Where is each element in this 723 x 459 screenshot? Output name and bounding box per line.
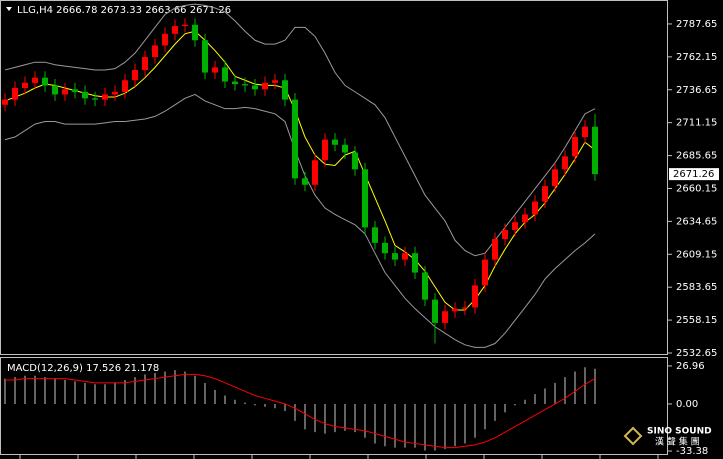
price-label-box bbox=[669, 168, 719, 181]
candle-body bbox=[412, 253, 418, 273]
watermark-subtitle: 漢 聲 集 團 bbox=[655, 436, 700, 448]
candle-body bbox=[62, 89, 68, 95]
candle-body bbox=[142, 57, 148, 70]
candle-body bbox=[382, 242, 388, 254]
candle-body bbox=[202, 40, 208, 73]
candle-body bbox=[342, 144, 348, 153]
candle-body bbox=[122, 80, 128, 92]
candle-body bbox=[152, 45, 158, 58]
candle-body bbox=[72, 89, 78, 92]
candle-body bbox=[182, 24, 188, 27]
candle-body bbox=[212, 67, 218, 73]
macd-title: MACD(12,26,9) 17.526 21.178 bbox=[7, 363, 159, 374]
candle-body bbox=[2, 99, 8, 105]
candle-body bbox=[422, 272, 428, 300]
candle-body bbox=[262, 82, 268, 90]
logo bbox=[623, 426, 643, 446]
candle-body bbox=[12, 88, 18, 100]
candle-body bbox=[552, 169, 558, 187]
y-tick-label: -33.38 bbox=[676, 446, 708, 457]
candle-body bbox=[172, 26, 178, 34]
candle-body bbox=[42, 77, 48, 86]
candle-body bbox=[232, 81, 238, 85]
candle-body bbox=[482, 259, 488, 286]
watermark-name: SINO SOUND bbox=[647, 427, 712, 437]
y-tick-label: 2532.65 bbox=[676, 348, 717, 359]
candle-body bbox=[392, 253, 398, 260]
candle-body bbox=[452, 308, 458, 312]
candle-body bbox=[532, 201, 538, 215]
candle-body bbox=[32, 77, 38, 83]
y-tick-label: 2711.15 bbox=[676, 118, 717, 129]
candle-body bbox=[82, 91, 88, 99]
y-tick-label: 2634.65 bbox=[676, 216, 717, 227]
candle-body bbox=[502, 229, 508, 239]
candle-body bbox=[432, 299, 438, 323]
candle-body bbox=[242, 84, 248, 86]
candle-body bbox=[512, 222, 518, 230]
candle-body bbox=[192, 24, 198, 41]
watermark: SINO SOUND 漢 聲 集 團 bbox=[623, 426, 712, 448]
y-tick-label: 2762.15 bbox=[676, 52, 717, 63]
candle-body bbox=[222, 67, 228, 82]
candle-body bbox=[442, 311, 448, 323]
candle-body bbox=[352, 152, 358, 170]
price-label: 2671.26 bbox=[673, 169, 714, 180]
candle-body bbox=[252, 85, 258, 90]
candle-body bbox=[462, 307, 468, 309]
y-tick-label: 0.00 bbox=[676, 399, 698, 410]
signal-line bbox=[5, 373, 596, 449]
candle-body bbox=[272, 80, 278, 83]
candle-body bbox=[582, 126, 588, 138]
candle-body bbox=[592, 126, 598, 175]
main-frame bbox=[0, 0, 668, 355]
candle-body bbox=[562, 156, 568, 170]
indicator-line bbox=[4, 3, 596, 257]
candle-body bbox=[132, 69, 138, 81]
menu-arrow bbox=[6, 7, 12, 11]
indicator-line bbox=[4, 93, 596, 348]
candle-body bbox=[472, 285, 478, 308]
candle-body bbox=[542, 186, 548, 202]
candle-body bbox=[282, 80, 288, 100]
candle-body bbox=[292, 99, 298, 179]
candle-body bbox=[312, 160, 318, 185]
candle-body bbox=[302, 178, 308, 185]
y-tick-label: 2736.65 bbox=[676, 85, 717, 96]
candle-body bbox=[162, 33, 168, 46]
candle-body bbox=[102, 94, 108, 100]
y-tick-label: 2609.15 bbox=[676, 249, 717, 260]
candle-body bbox=[22, 82, 28, 89]
y-tick-label: 26.96 bbox=[676, 361, 705, 372]
candle-body bbox=[52, 85, 58, 95]
chart-title: LLG,H4 2666.78 2673.33 2663.66 2671.26 bbox=[17, 5, 231, 16]
candle-body bbox=[572, 137, 578, 157]
candle-body bbox=[112, 91, 118, 95]
y-tick-label: 2787.65 bbox=[676, 19, 717, 30]
y-tick-label: 2558.15 bbox=[676, 315, 717, 326]
candle-body bbox=[332, 139, 338, 145]
candle-body bbox=[362, 169, 368, 228]
y-tick-label: 2685.65 bbox=[676, 151, 717, 162]
candle-body bbox=[372, 227, 378, 243]
candle-body bbox=[522, 214, 528, 223]
y-tick-label: 2660.15 bbox=[676, 183, 717, 194]
candle-body bbox=[92, 98, 98, 100]
macd-frame bbox=[0, 357, 668, 455]
candle-body bbox=[322, 139, 328, 161]
y-tick-label: 2583.65 bbox=[676, 282, 717, 293]
candle-body bbox=[402, 253, 408, 260]
candle-body bbox=[492, 238, 498, 260]
